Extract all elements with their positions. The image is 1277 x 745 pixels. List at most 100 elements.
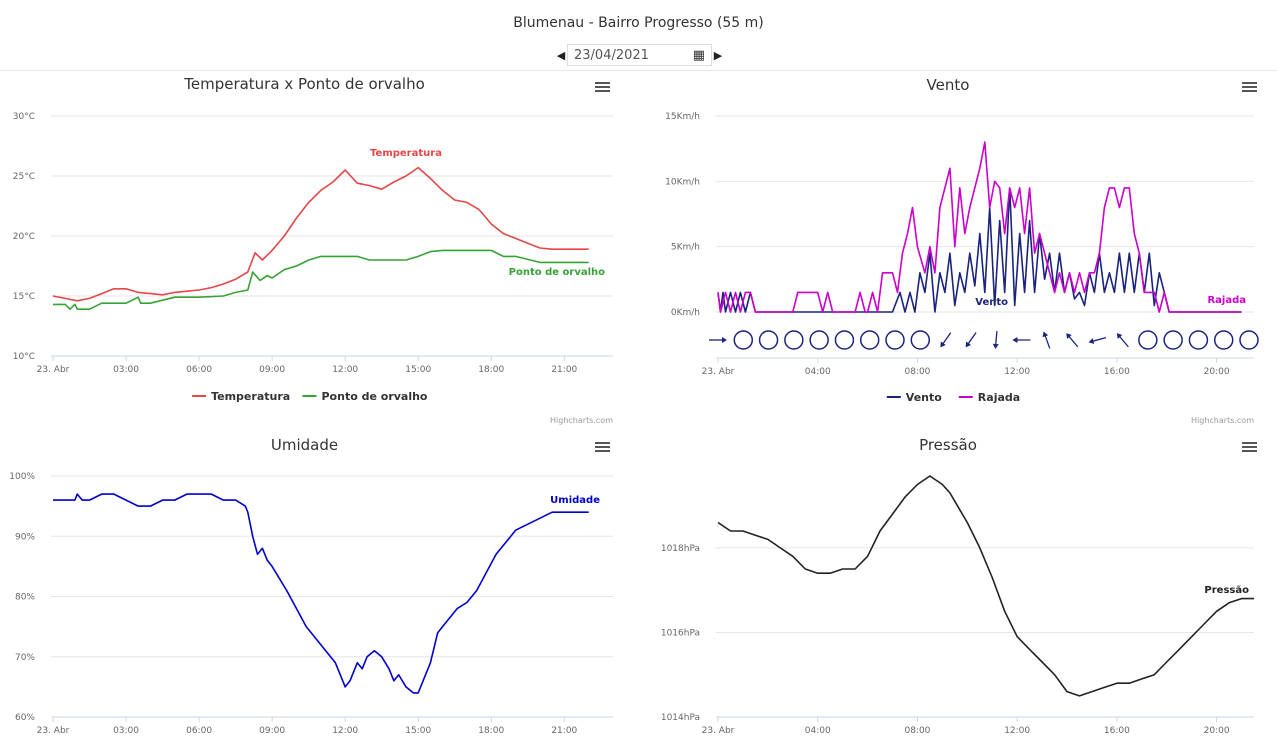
y-tick-label: 10°C bbox=[13, 352, 35, 362]
y-tick-label: 1018hPa bbox=[661, 544, 700, 554]
series-label: Vento bbox=[975, 297, 1008, 308]
series-label: Rajada bbox=[1207, 295, 1246, 306]
x-tick-label: 23. Abr bbox=[37, 726, 70, 736]
x-tick-label: 23. Abr bbox=[702, 367, 735, 377]
chart-title: Umidade bbox=[271, 436, 338, 454]
header-divider bbox=[0, 70, 1277, 71]
legend-item[interactable]: Ponto de orvalho bbox=[302, 390, 428, 403]
chart-panel-umidade: Umidade 60% 70% 80% 90% 100% 23. Abr 03:00 06:00… bbox=[0, 432, 625, 745]
y-tick-label: 80% bbox=[15, 593, 35, 603]
x-tick-label: 18:00 bbox=[478, 365, 504, 375]
chart-umidade: Umidade 60% 70% 80% 90% 100% 23. Abr 03:00 06:00… bbox=[9, 436, 613, 736]
hamburger-menu-icon[interactable] bbox=[595, 442, 610, 452]
series-line-vento[interactable] bbox=[717, 187, 1242, 313]
x-tick-label: 20:00 bbox=[1204, 367, 1230, 377]
chart-panel-pressao: Pressão 1014hPa 1016hPa 1018hPa 23. Abr 04:00… bbox=[640, 432, 1272, 745]
calm-circle-icon bbox=[885, 330, 905, 350]
x-tick-label: 12:00 bbox=[332, 365, 358, 375]
date-picker[interactable]: 23/04/2021 ▦ bbox=[567, 44, 712, 66]
chart-vento: Vento 0Km/h 5Km/h 10Km/h 15Km/h 23. Abr 04:00 0… bbox=[665, 76, 1259, 425]
caret-right-icon[interactable]: ▶ bbox=[713, 48, 723, 62]
wind-arrow-icon bbox=[940, 332, 952, 348]
y-tick-label: 1014hPa bbox=[661, 713, 700, 723]
calm-circle-icon bbox=[1138, 330, 1158, 350]
x-tick-label: 15:00 bbox=[405, 726, 431, 736]
chart-title: Vento bbox=[927, 76, 970, 94]
chart-title: Temperatura x Ponto de orvalho bbox=[183, 75, 425, 93]
series-line-pressão[interactable] bbox=[717, 475, 1254, 697]
legend-label[interactable]: Temperatura bbox=[211, 390, 290, 403]
calm-circle-icon bbox=[1163, 330, 1183, 350]
x-tick-label: 16:00 bbox=[1104, 726, 1130, 736]
wind-arrow-icon bbox=[992, 330, 999, 349]
calm-circle-icon bbox=[733, 330, 754, 350]
legend-item[interactable]: Rajada bbox=[958, 391, 1020, 404]
wind-arrow-icon bbox=[1088, 337, 1107, 344]
hamburger-menu-icon[interactable] bbox=[595, 82, 610, 92]
x-tick-label: 23. Abr bbox=[702, 726, 735, 736]
y-tick-label: 5Km/h bbox=[671, 243, 700, 253]
x-tick-label: 03:00 bbox=[113, 726, 139, 736]
caret-left-icon[interactable]: ◀ bbox=[556, 48, 566, 62]
series-label: Temperatura bbox=[370, 148, 442, 159]
y-tick-label: 25°C bbox=[13, 172, 35, 182]
x-tick-label: 06:00 bbox=[186, 726, 212, 736]
series-line-temperatura[interactable] bbox=[52, 166, 589, 302]
chart-title: Pressão bbox=[919, 436, 977, 454]
calendar-icon[interactable]: ▦ bbox=[692, 47, 705, 63]
calm-circle-icon bbox=[758, 330, 779, 350]
calm-circle-icon bbox=[1188, 330, 1209, 350]
wind-arrow-icon bbox=[709, 337, 727, 343]
legend-label[interactable]: Ponto de orvalho bbox=[322, 390, 428, 403]
x-tick-label: 04:00 bbox=[805, 726, 831, 736]
x-tick-label: 20:00 bbox=[1204, 726, 1230, 736]
y-tick-label: 1016hPa bbox=[661, 628, 700, 638]
series-label: Pressão bbox=[1204, 585, 1249, 596]
chart-panel-temperatura: Temperatura x Ponto de orvalho 10°C 15°C 20… bbox=[0, 72, 625, 427]
calm-circle-icon bbox=[834, 330, 855, 350]
y-tick-label: 15°C bbox=[13, 292, 35, 302]
legend-item[interactable]: Temperatura bbox=[192, 390, 290, 403]
x-tick-label: 16:00 bbox=[1104, 367, 1130, 377]
hamburger-menu-icon[interactable] bbox=[1242, 82, 1257, 92]
calm-circle-icon bbox=[1239, 330, 1259, 350]
series-line-umidade[interactable] bbox=[53, 493, 589, 694]
wind-arrow-icon bbox=[1042, 331, 1051, 349]
chart-temperatura: Temperatura x Ponto de orvalho 10°C 15°C 20… bbox=[13, 75, 613, 425]
calm-circle-icon bbox=[910, 330, 931, 350]
y-tick-label: 15Km/h bbox=[665, 112, 700, 122]
series-label: Umidade bbox=[550, 495, 600, 506]
y-tick-label: 100% bbox=[9, 472, 35, 482]
y-tick-label: 90% bbox=[15, 532, 35, 542]
x-tick-label: 18:00 bbox=[478, 726, 504, 736]
calm-circle-icon bbox=[1213, 330, 1234, 350]
x-tick-label: 12:00 bbox=[1004, 367, 1030, 377]
wind-arrow-icon bbox=[1116, 333, 1129, 348]
x-tick-label: 23. Abr bbox=[37, 365, 70, 375]
x-tick-label: 09:00 bbox=[259, 726, 285, 736]
series-line-rajada[interactable] bbox=[717, 141, 1242, 313]
credits-link[interactable]: Highcharts.com bbox=[550, 416, 613, 425]
x-tick-label: 21:00 bbox=[551, 365, 577, 375]
y-tick-label: 60% bbox=[15, 713, 35, 723]
x-tick-label: 15:00 bbox=[405, 365, 431, 375]
x-tick-label: 06:00 bbox=[186, 365, 212, 375]
calm-circle-icon bbox=[859, 330, 880, 350]
x-tick-label: 04:00 bbox=[805, 367, 831, 377]
series-label: Ponto de orvalho bbox=[509, 267, 605, 278]
y-tick-label: 70% bbox=[15, 653, 35, 663]
hamburger-menu-icon[interactable] bbox=[1242, 442, 1257, 452]
x-tick-label: 03:00 bbox=[113, 365, 139, 375]
station-title: Blumenau - Bairro Progresso (55 m) bbox=[513, 15, 764, 31]
credits-link[interactable]: Highcharts.com bbox=[1191, 416, 1254, 425]
legend-label[interactable]: Vento bbox=[906, 391, 942, 404]
y-tick-label: 10Km/h bbox=[665, 177, 700, 187]
chart-panel-vento: Vento 0Km/h 5Km/h 10Km/h 15Km/h 23. Abr 04:00 0… bbox=[640, 72, 1272, 427]
legend-label[interactable]: Rajada bbox=[978, 391, 1020, 404]
x-tick-label: 08:00 bbox=[904, 726, 930, 736]
date-navigator: ◀ 23/04/2021 ▦ ▶ bbox=[555, 43, 724, 67]
legend-item[interactable]: Vento bbox=[886, 391, 942, 404]
wind-arrow-icon bbox=[1066, 333, 1079, 348]
series-line-ponto-de-orvalho[interactable] bbox=[53, 249, 589, 310]
wind-arrow-icon bbox=[1012, 337, 1031, 343]
